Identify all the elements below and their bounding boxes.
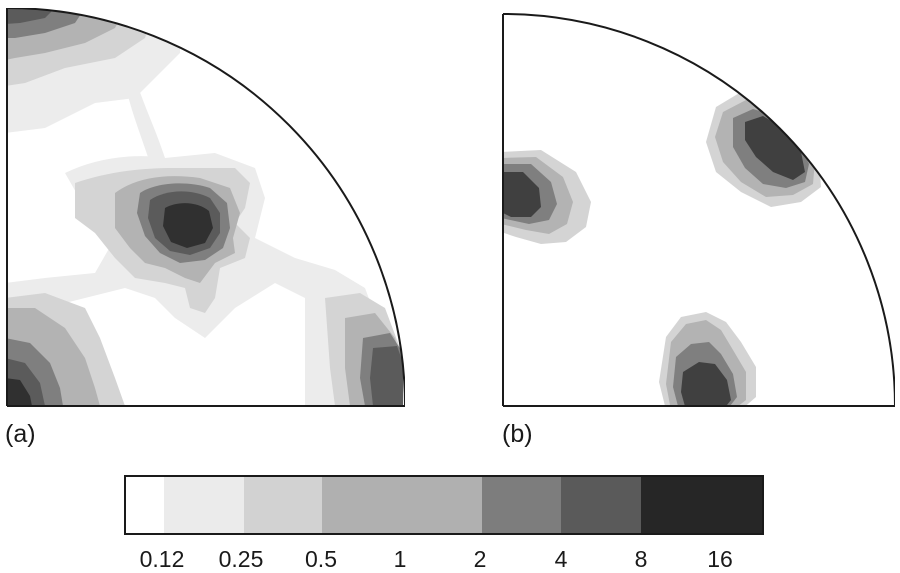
legend-tick-6: 4 [554, 546, 568, 572]
panel-a-label: (a) [5, 420, 36, 448]
pole-figure-a [6, 8, 405, 407]
legend-swatch-6 [561, 475, 641, 535]
panel-b-label: (b) [502, 420, 533, 448]
legend-tick-4: 1 [393, 546, 407, 572]
legend-tick-8: 16 [707, 546, 733, 572]
legend-swatch-4 [322, 475, 482, 535]
legend-tick-labels: 0.12 0.25 0.5 1 2 4 8 16 [124, 546, 764, 572]
legend-tick-1: 0.12 [139, 546, 185, 572]
legend-swatch-5 [482, 475, 561, 535]
contour-map-a [7, 8, 405, 406]
legend-frame [124, 475, 764, 535]
legend-swatch-7 [641, 475, 764, 535]
legend-swatch-2 [164, 475, 244, 535]
legend-tick-7: 8 [634, 546, 648, 572]
legend-tick-5: 2 [473, 546, 487, 572]
legend-swatch-3 [244, 475, 322, 535]
contour-legend [124, 475, 764, 535]
legend-tick-2: 0.25 [218, 546, 264, 572]
pole-figure-b [502, 13, 895, 407]
legend-tick-3: 0.5 [305, 546, 337, 572]
legend-swatch-1 [124, 475, 164, 535]
contour-map-b [503, 14, 895, 406]
